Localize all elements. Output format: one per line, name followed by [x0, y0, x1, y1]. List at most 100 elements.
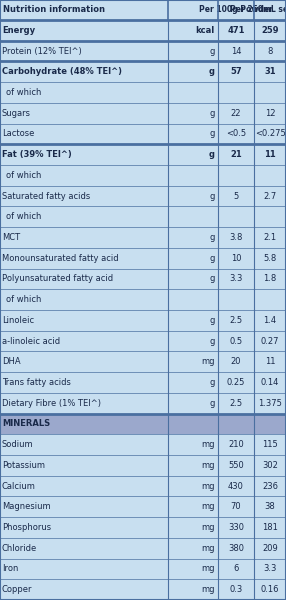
Bar: [0, 144, 286, 165]
Text: Per 250mL serving: Per 250mL serving: [230, 5, 286, 14]
Text: Lactose: Lactose: [2, 130, 34, 139]
Bar: [0, 165, 286, 186]
Text: kcal: kcal: [196, 26, 215, 35]
Text: Magnesium: Magnesium: [2, 502, 51, 511]
Bar: [0, 227, 286, 248]
Bar: [0, 579, 286, 600]
Bar: [0, 331, 286, 352]
Bar: [0, 476, 286, 496]
Text: of which: of which: [6, 212, 41, 221]
Text: Monounsaturated fatty acid: Monounsaturated fatty acid: [2, 254, 119, 263]
Text: of which: of which: [6, 295, 41, 304]
Text: g: g: [210, 109, 215, 118]
Text: g: g: [210, 399, 215, 408]
Text: 0.14: 0.14: [261, 378, 279, 387]
Bar: [0, 517, 286, 538]
Text: 2.1: 2.1: [263, 233, 277, 242]
Bar: [0, 41, 286, 61]
Text: DHA: DHA: [2, 357, 21, 366]
Text: 31: 31: [264, 67, 276, 76]
Bar: [0, 434, 286, 455]
Text: 38: 38: [265, 502, 275, 511]
Text: Phosphorus: Phosphorus: [2, 523, 51, 532]
Bar: [0, 186, 286, 206]
Text: 115: 115: [262, 440, 278, 449]
Text: 1.8: 1.8: [263, 274, 277, 283]
Text: 0.3: 0.3: [229, 585, 243, 594]
Text: Copper: Copper: [2, 585, 33, 594]
Text: g: g: [210, 337, 215, 346]
Text: mg: mg: [202, 461, 215, 470]
Text: 210: 210: [228, 440, 244, 449]
Bar: [0, 559, 286, 579]
Text: g: g: [210, 378, 215, 387]
Text: g: g: [210, 233, 215, 242]
Text: <0.5: <0.5: [226, 130, 246, 139]
Bar: [0, 393, 286, 413]
Text: Carbohydrate (48% TEI^): Carbohydrate (48% TEI^): [2, 67, 122, 76]
Text: mg: mg: [202, 440, 215, 449]
Bar: [0, 310, 286, 331]
Text: 236: 236: [262, 482, 278, 491]
Text: g: g: [210, 191, 215, 200]
Text: 1.375: 1.375: [258, 399, 282, 408]
Text: mg: mg: [202, 523, 215, 532]
Text: 259: 259: [261, 26, 279, 35]
Text: Calcium: Calcium: [2, 482, 36, 491]
Text: 10: 10: [231, 254, 241, 263]
Text: g: g: [210, 47, 215, 56]
Text: Trans fatty acids: Trans fatty acids: [2, 378, 71, 387]
Text: g: g: [209, 67, 215, 76]
Text: 5.8: 5.8: [263, 254, 277, 263]
Text: 14: 14: [231, 47, 241, 56]
Text: 3.8: 3.8: [229, 233, 243, 242]
Text: 380: 380: [228, 544, 244, 553]
Text: 550: 550: [228, 461, 244, 470]
Bar: [0, 103, 286, 124]
Text: Sugars: Sugars: [2, 109, 31, 118]
Text: Chloride: Chloride: [2, 544, 37, 553]
Text: Saturated fatty acids: Saturated fatty acids: [2, 191, 90, 200]
Text: Protein (12% TEI^): Protein (12% TEI^): [2, 47, 82, 56]
Text: 0.16: 0.16: [261, 585, 279, 594]
Text: mg: mg: [202, 585, 215, 594]
Text: mg: mg: [202, 357, 215, 366]
Text: 471: 471: [227, 26, 245, 35]
Text: Nutrition information: Nutrition information: [3, 5, 105, 14]
Text: mg: mg: [202, 565, 215, 574]
Text: Potassium: Potassium: [2, 461, 45, 470]
Text: 11: 11: [265, 357, 275, 366]
Text: Iron: Iron: [2, 565, 18, 574]
Text: g: g: [210, 130, 215, 139]
Text: mg: mg: [202, 544, 215, 553]
Text: 57: 57: [230, 67, 242, 76]
Text: g: g: [210, 254, 215, 263]
Text: 2.5: 2.5: [229, 316, 243, 325]
Bar: [0, 538, 286, 559]
Text: g: g: [210, 316, 215, 325]
Text: mg: mg: [202, 502, 215, 511]
Text: Linoleic: Linoleic: [2, 316, 34, 325]
Text: 209: 209: [262, 544, 278, 553]
Text: of which: of which: [6, 171, 41, 180]
Text: 0.5: 0.5: [229, 337, 243, 346]
Text: Per 100g Powder: Per 100g Powder: [199, 5, 273, 14]
Text: g: g: [209, 150, 215, 159]
Text: 6: 6: [233, 565, 239, 574]
Text: Sodium: Sodium: [2, 440, 34, 449]
Text: 22: 22: [231, 109, 241, 118]
Text: 0.27: 0.27: [261, 337, 279, 346]
Bar: [0, 124, 286, 144]
Text: 430: 430: [228, 482, 244, 491]
Bar: [0, 352, 286, 372]
Text: mg: mg: [202, 482, 215, 491]
Text: 181: 181: [262, 523, 278, 532]
Bar: [0, 82, 286, 103]
Text: Polyunsaturated fatty acid: Polyunsaturated fatty acid: [2, 274, 113, 283]
Bar: [0, 0, 286, 20]
Text: MCT: MCT: [2, 233, 20, 242]
Text: 2.7: 2.7: [263, 191, 277, 200]
Text: 330: 330: [228, 523, 244, 532]
Text: MINERALS: MINERALS: [2, 419, 50, 428]
Text: 2.5: 2.5: [229, 399, 243, 408]
